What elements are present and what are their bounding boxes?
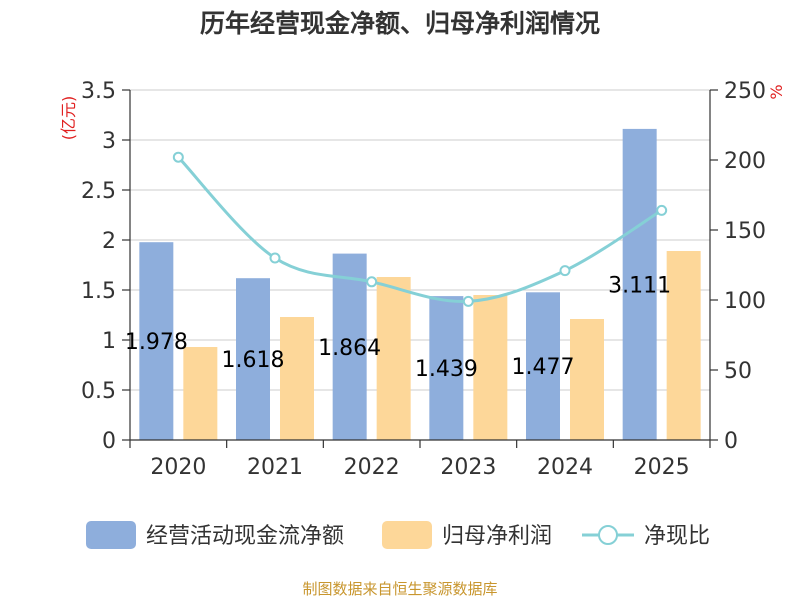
legend-label: 归母净利润 <box>442 524 552 549</box>
bar-net-profit <box>570 319 604 440</box>
ratio-point <box>269 252 281 264</box>
cash-flow-value-label: 1.978 <box>125 330 188 355</box>
right-tick-label: 250 <box>724 79 766 104</box>
bar-cash-flow <box>139 242 174 440</box>
bar-net-profit <box>376 277 411 440</box>
right-tick-label: 200 <box>724 149 766 174</box>
right-tick-label: 100 <box>724 289 766 314</box>
cash-flow-value-label: 3.111 <box>608 273 671 298</box>
axes: 0 0.5 1 1.5 2 2.5 3 3.5 0 50 100 150 200 250 2020 2021 2… <box>81 79 766 480</box>
ratio-point <box>366 276 378 288</box>
left-tick-label: 3.5 <box>81 79 116 104</box>
bar-cash-flow <box>429 296 464 440</box>
x-tick-label: 2020 <box>150 455 206 480</box>
cash-flow-value-label: 1.477 <box>512 355 575 380</box>
legend-label: 净现比 <box>644 524 710 549</box>
x-tick-label: 2024 <box>537 455 593 480</box>
bar-cash-flow <box>332 253 367 440</box>
right-tick-label: 0 <box>724 429 738 454</box>
left-tick-label: 0 <box>102 429 116 454</box>
ratio-point <box>462 295 474 307</box>
ratio-point <box>656 204 668 216</box>
left-tick-label: 2.5 <box>81 179 116 204</box>
chart-title: 历年经营现金净额、归母净利润情况 <box>200 9 600 38</box>
bar-cash-flow <box>526 292 560 440</box>
grid <box>130 89 710 391</box>
left-tick-label: 1 <box>102 329 116 354</box>
ratio-line-path <box>177 156 663 304</box>
x-tick-label: 2022 <box>344 455 400 480</box>
bar-net-profit <box>666 251 701 440</box>
legend: 经营活动现金流净额 归母净利润 净现比 <box>86 521 710 549</box>
ratio-line <box>172 151 668 307</box>
legend-cash-flow: 经营活动现金流净额 <box>86 521 344 549</box>
x-tick-label: 2025 <box>634 455 690 480</box>
bars <box>139 128 701 440</box>
legend-ratio: 净现比 <box>582 524 710 549</box>
bar-cash-flow <box>236 278 270 440</box>
ratio-point <box>172 151 184 163</box>
left-tick-label: 1.5 <box>81 279 116 304</box>
legend-swatch <box>382 521 432 549</box>
bar-net-profit <box>280 317 314 440</box>
left-axis-unit: (亿元) <box>59 96 78 141</box>
cash-flow-value-label: 1.864 <box>318 336 381 361</box>
left-tick-label: 3 <box>102 129 116 154</box>
bar-net-profit <box>473 295 508 440</box>
legend-net-profit: 归母净利润 <box>382 521 552 549</box>
source-note: 制图数据来自恒生聚源数据库 <box>302 580 497 598</box>
bar-cash-flow <box>622 128 657 440</box>
left-tick-label: 2 <box>102 229 116 254</box>
right-axis-unit: % <box>767 84 786 99</box>
ratio-point <box>559 265 571 277</box>
right-tick-label: 50 <box>724 359 752 384</box>
legend-swatch <box>86 521 136 549</box>
legend-marker <box>598 525 618 545</box>
cash-flow-value-label: 1.618 <box>222 348 285 373</box>
data-labels: 1.978 1.618 1.864 1.439 1.477 3.111 <box>125 273 671 382</box>
right-tick-label: 150 <box>724 219 766 244</box>
x-tick-label: 2021 <box>247 455 303 480</box>
x-tick-label: 2023 <box>440 455 496 480</box>
legend-label: 经营活动现金流净额 <box>146 524 344 549</box>
cash-flow-value-label: 1.439 <box>415 357 478 382</box>
bar-net-profit <box>183 347 218 440</box>
left-tick-label: 0.5 <box>81 379 116 404</box>
